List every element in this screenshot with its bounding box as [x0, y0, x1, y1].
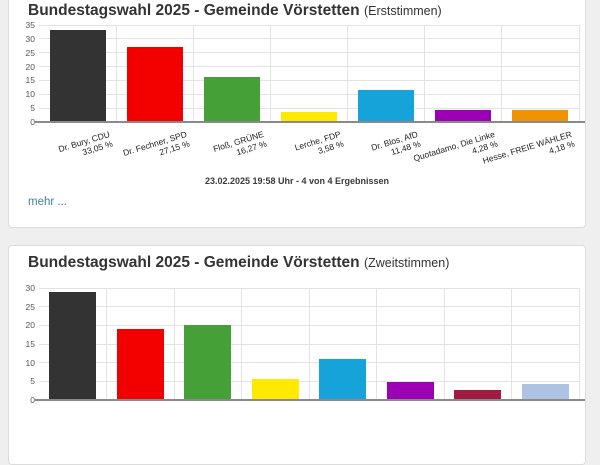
y-axis-tick-label: 30 [25, 283, 35, 293]
y-axis-tick-label: 15 [25, 75, 35, 86]
bar-series-1 [49, 291, 97, 400]
page: { "page_background": "#efefef", "card_er… [8, 0, 586, 465]
bar-Hesse, FREIE WÄHLER [512, 110, 569, 122]
y-axis-tick-label: 5 [30, 103, 35, 114]
card-title-suffix: (Erststimmen) [363, 4, 442, 18]
gridline-vertical [106, 288, 107, 400]
bar-Lerche, FDP [281, 112, 337, 122]
y-axis-tick-label: 10 [25, 357, 35, 368]
gridline-horizontal [39, 24, 579, 26]
x-axis-line [35, 121, 585, 123]
card-title-text: Bundestagswahl 2025 - Gemeinde Vörstette… [28, 2, 360, 19]
y-axis-tick-label: 15 [25, 339, 35, 349]
more-link[interactable]: mehr ... [28, 196, 67, 208]
gridline-vertical [376, 288, 377, 400]
gridline-vertical [443, 288, 445, 400]
zweitstimmen-bar-chart: 0 5 10 15 20 25 30 [26, 283, 585, 405]
zweitstimmen-card-title: Bundestagswahl 2025 - Gemeinde Vörstette… [28, 254, 449, 272]
bar-category-label: Lerche, FDP 3,58 % [293, 129, 344, 162]
bar-Dr. Fechner, SPD [126, 46, 183, 122]
y-axis-tick-label: 10 [25, 89, 35, 100]
y-axis-tick-label: 30 [25, 33, 35, 44]
erststimmen-bar-chart: 0 5 10 15 20 25 30 35 Dr. Bury, CDU 33,05 % Dr. Fe… [26, 20, 585, 166]
gridline-horizontal [39, 93, 579, 95]
gridline-vertical [308, 288, 310, 400]
y-axis-tick-label: 35 [25, 20, 35, 30]
gridline-horizontal [39, 107, 579, 109]
bar-series-7 [454, 389, 502, 400]
y-axis-tick-label: 5 [30, 376, 35, 387]
gridline-vertical [115, 25, 117, 122]
x-axis-line [35, 399, 585, 401]
gridline-vertical [511, 288, 512, 400]
bar-series-2 [116, 329, 164, 400]
gridline-horizontal [39, 52, 579, 54]
bar-series-6 [386, 382, 434, 400]
erststimmen-card-title: Bundestagswahl 2025 - Gemeinde Vörstette… [28, 2, 442, 20]
card-title-text: Bundestagswahl 2025 - Gemeinde Vörstette… [28, 254, 360, 271]
erststimmen-card: Bundestagswahl 2025 - Gemeinde Vörstette… [8, 0, 586, 228]
gridline-vertical [424, 25, 426, 122]
y-axis-tick-label: 0 [30, 395, 35, 405]
bar-Dr. Blos, AfD [358, 90, 415, 122]
gridline-vertical [241, 288, 242, 400]
card-title-suffix: (Zweitstimmen) [363, 256, 450, 270]
bar-category-label: Floß, GRÜNE 16,27 % [212, 129, 268, 163]
gridline-horizontal [39, 79, 579, 81]
bar-series-4 [251, 379, 299, 400]
y-axis-tick-label: 25 [25, 47, 35, 58]
gridline-vertical [192, 25, 194, 122]
gridline-vertical [578, 288, 580, 400]
y-axis-tick-label: 20 [25, 320, 35, 331]
gridline-vertical [578, 25, 580, 122]
gridline-vertical [501, 25, 503, 122]
gridline-horizontal [39, 38, 579, 40]
bar-category-label: Dr. Bury, CDU 33,05 % [57, 129, 114, 164]
bar-series-3 [184, 324, 232, 400]
gridline-vertical [269, 25, 271, 122]
bar-Floß, GRÜNE [203, 76, 260, 122]
y-axis-tick-label: 20 [25, 61, 35, 72]
bar-Dr. Bury, CDU [49, 30, 106, 122]
y-axis-tick-label: 0 [30, 117, 35, 127]
zweitstimmen-card: Bundestagswahl 2025 - Gemeinde Vörstette… [8, 245, 586, 465]
bar-Quotadamo, Die Linke [435, 110, 492, 122]
bar-series-8 [521, 383, 569, 400]
gridline-vertical [173, 288, 175, 400]
y-axis-tick-label: 25 [25, 301, 35, 312]
bar-category-label: Hesse, FREIE WÄHLER 4,18 % [482, 129, 576, 175]
gridline-vertical [347, 25, 349, 122]
results-timestamp: 23.02.2025 19:58 Uhr - 4 von 4 Ergebniss… [204, 176, 390, 186]
gridline-horizontal [39, 66, 579, 68]
bar-category-label: Dr. Fechner, SPD 27,15 % [121, 129, 190, 167]
bar-series-5 [319, 358, 367, 400]
